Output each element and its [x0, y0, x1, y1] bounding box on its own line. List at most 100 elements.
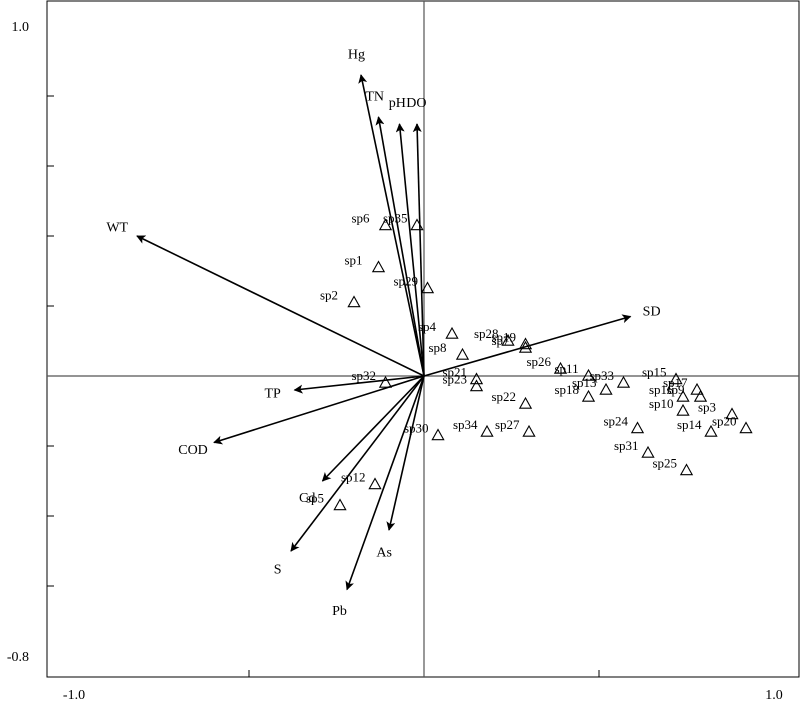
species-label-sp2: sp2: [320, 288, 338, 303]
species-label-sp25: sp25: [653, 456, 678, 471]
vector-hg: [358, 74, 425, 377]
species-marker-sp7: [518, 340, 533, 353]
species-label-sp18: sp18: [555, 382, 580, 397]
y-tick-label: -0.8: [7, 650, 29, 665]
species-label-sp34: sp34: [453, 417, 478, 432]
species-label-sp12: sp12: [341, 470, 366, 485]
species-marker-sp21: [469, 372, 484, 385]
species-label-sp8: sp8: [429, 340, 447, 355]
species-marker-sp34: [480, 424, 494, 437]
species-marker-sp14: [704, 424, 718, 437]
species-label-sp24: sp24: [604, 414, 629, 429]
vector-label-hg: Hg: [348, 47, 365, 62]
vector-s: [290, 375, 425, 552]
species-marker-sp5: [333, 498, 347, 511]
species-marker-sp22: [518, 396, 533, 409]
species-label-sp4: sp4: [418, 319, 437, 334]
species-marker-sp28: [501, 333, 515, 346]
vector-label-sd: SD: [643, 304, 661, 319]
species-label-sp15: sp15: [642, 365, 667, 380]
environmental-vectors: Hg TN pH DO WT SD TP COD Cd S As Pb: [106, 47, 660, 619]
y-tick-label: 1.0: [12, 20, 30, 35]
species-marker-sp12: [368, 477, 382, 490]
axis-ticks: [47, 95, 600, 677]
species-marker-sp11: [581, 368, 596, 381]
vector-label-do: DO: [406, 96, 426, 111]
species-label-sp16: sp16: [649, 382, 674, 397]
x-tick-label: 1.0: [765, 688, 783, 703]
plot-frame: [46, 0, 800, 678]
species-label-sp31: sp31: [614, 438, 639, 453]
species-marker-sp13: [599, 382, 613, 395]
vector-label-tn: TN: [365, 89, 384, 104]
species-marker-sp23: [469, 379, 484, 392]
vector-label-wt: WT: [106, 220, 128, 235]
vector-label-s: S: [274, 563, 282, 578]
species-marker-sp31: [641, 445, 655, 458]
x-tick-label: -1.0: [63, 688, 85, 703]
species-label-sp35: sp35: [383, 211, 408, 226]
species-marker-sp30: [431, 428, 445, 441]
species-marker-sp26: [553, 361, 568, 374]
species-marker-sp10: [676, 403, 690, 416]
vector-label-tp: TP: [264, 386, 281, 401]
species-label-sp23: sp23: [443, 372, 468, 387]
species-label-sp17: sp17: [663, 375, 688, 390]
species-marker-sp19: [518, 337, 533, 350]
species-label-sp28: sp28: [474, 326, 499, 341]
species-marker-sp17: [690, 382, 704, 395]
vector-label-cd: Cd: [299, 491, 315, 506]
species-marker-sp29: [420, 281, 435, 294]
species-marker-sp9: [693, 389, 708, 402]
vector-label-pb: Pb: [332, 604, 347, 619]
species-marker-sp25: [679, 463, 694, 476]
vector-as: [386, 375, 425, 531]
species-label-sp27: sp27: [495, 417, 520, 432]
species-label-sp22: sp22: [492, 389, 517, 404]
species-marker-sp2: [347, 295, 361, 308]
vector-tp: [293, 375, 425, 394]
species-marker-sp4: [445, 326, 459, 339]
species-marker-sp1: [371, 260, 386, 273]
species-label-sp11: sp11: [555, 361, 579, 376]
species-marker-sp24: [630, 421, 645, 434]
species-label-sp6: sp6: [352, 211, 371, 226]
vector-pb: [345, 375, 425, 591]
species-marker-sp27: [522, 424, 536, 437]
species-marker-sp16: [676, 389, 690, 402]
vector-label-as: As: [376, 545, 392, 560]
species-marker-sp35: [410, 218, 424, 231]
vector-cd: [321, 375, 425, 482]
species-label-sp1: sp1: [345, 253, 363, 268]
species-label-sp3: sp3: [698, 400, 716, 415]
tick-labels: 1.0 -0.8 -1.0 1.0: [7, 20, 783, 703]
species-marker-sp32: [378, 375, 393, 388]
vector-label-cod: COD: [178, 443, 208, 458]
species-label-sp26: sp26: [527, 354, 552, 369]
species-label-sp29: sp29: [394, 274, 419, 289]
species-label-sp9: sp9: [667, 382, 685, 397]
species-label-sp10: sp10: [649, 396, 674, 411]
species-marker-sp8: [455, 347, 470, 360]
species-marker-sp3: [725, 407, 739, 420]
species-label-sp14: sp14: [677, 417, 702, 432]
species-label-sp30: sp30: [404, 421, 429, 436]
species-label-sp33: sp33: [590, 368, 615, 383]
species-marker-sp6: [378, 218, 393, 231]
species-marker-sp18: [581, 389, 596, 402]
species-label-sp19: sp19: [492, 330, 517, 345]
vector-do: [412, 123, 425, 377]
vector-tn: [375, 116, 425, 377]
vector-label-ph: pH: [389, 96, 406, 111]
species-marker-sp15: [669, 372, 683, 385]
species-label-sp32: sp32: [352, 368, 377, 383]
species-label-sp20: sp20: [712, 414, 737, 429]
species-label-sp7: sp7: [492, 333, 511, 348]
vector-ph: [395, 123, 425, 377]
species-label-sp21: sp21: [443, 365, 468, 380]
vector-wt: [136, 235, 425, 377]
species-label-sp5: sp5: [306, 491, 324, 506]
species-label-sp13: sp13: [572, 375, 597, 390]
